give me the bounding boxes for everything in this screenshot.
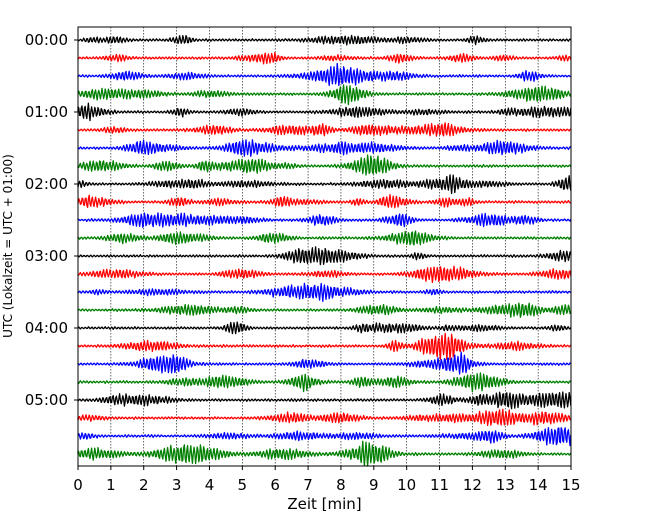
trace-row-11 (77, 230, 572, 246)
trace-row-21 (77, 408, 571, 426)
x-tick-label-13: 13 (496, 476, 515, 494)
trace-row-7 (77, 154, 572, 176)
trace-row-1 (77, 52, 572, 65)
x-tick-label-4: 4 (205, 476, 215, 494)
x-tick-label-15: 15 (561, 476, 580, 494)
trace-row-18 (77, 351, 572, 375)
trace-row-12 (77, 246, 572, 266)
trace-row-14 (77, 282, 572, 302)
x-tick-label-14: 14 (529, 476, 548, 494)
y-tick-label-02:00: 02:00 (25, 175, 68, 193)
trace-row-15 (77, 302, 572, 318)
trace-row-10 (77, 212, 572, 228)
trace-row-8 (77, 174, 572, 195)
x-tick-label-5: 5 (238, 476, 248, 494)
y-tick-label-03:00: 03:00 (25, 247, 68, 265)
x-tick-label-7: 7 (303, 476, 313, 494)
x-tick-label-8: 8 (336, 476, 346, 494)
trace-row-20 (77, 391, 572, 410)
trace-row-19 (77, 372, 572, 393)
x-tick-label-2: 2 (139, 476, 149, 494)
trace-row-9 (77, 193, 572, 209)
x-tick-label-10: 10 (397, 476, 416, 494)
x-tick-label-0: 0 (73, 476, 83, 494)
x-tick-label-12: 12 (463, 476, 482, 494)
trace-row-6 (77, 139, 572, 157)
trace-row-5 (77, 122, 572, 137)
trace-row-17 (77, 332, 572, 361)
y-tick-label-05:00: 05:00 (25, 391, 68, 409)
plot-frame (77, 26, 572, 467)
x-tick-label-9: 9 (369, 476, 379, 494)
trace-row-13 (77, 265, 572, 284)
x-tick-label-3: 3 (172, 476, 182, 494)
x-tick-label-1: 1 (106, 476, 116, 494)
x-axis-label: Zeit [min] (287, 495, 361, 513)
seismic-traces (77, 34, 572, 467)
vertical-grid (110, 27, 539, 466)
y-axis-ticks: 00:00 01:00 02:00 03:00 04:00 05:00 (25, 31, 78, 409)
y-axis-label: UTC (Lokalzeit = UTC + 01:00) (1, 154, 15, 338)
trace-row-23 (77, 440, 572, 467)
trace-row-4 (77, 102, 572, 122)
x-tick-label-6: 6 (270, 476, 280, 494)
y-tick-label-00:00: 00:00 (25, 31, 68, 49)
x-tick-label-11: 11 (430, 476, 449, 494)
trace-row-0 (77, 34, 572, 46)
y-tick-label-04:00: 04:00 (25, 319, 68, 337)
x-axis-ticks: 0 1 2 3 4 5 6 7 8 9 10 11 12 13 14 15 (73, 466, 581, 494)
trace-row-2 (77, 62, 571, 87)
trace-row-3 (77, 84, 572, 106)
y-tick-label-01:00: 01:00 (25, 103, 68, 121)
trace-row-22 (77, 426, 572, 447)
trace-row-16 (77, 321, 572, 335)
